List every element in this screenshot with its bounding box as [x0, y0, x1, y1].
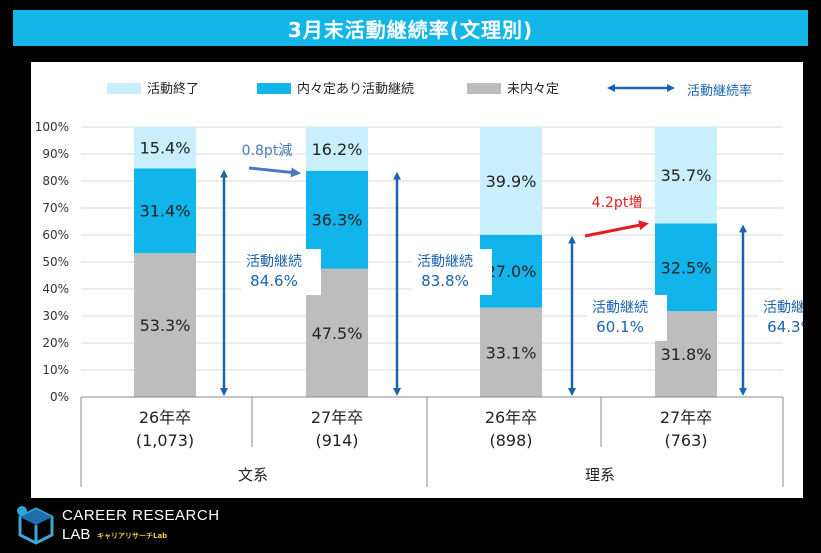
annotation-increase: 4.2pt増 [592, 195, 643, 211]
continuation-label: 活動継続 [592, 299, 648, 316]
y-tick-label: 30% [42, 309, 69, 323]
continuation-label: 活動継続 [763, 299, 803, 316]
annotation-decrease-arrow [248, 166, 301, 178]
continuation-label: 活動継続 [246, 253, 302, 270]
continuation-label-bg [758, 295, 803, 341]
chart-panel: 活動終了 内々定あり活動継続 未内々定 活動継続率 0% 10% 20% 30% 40% 50% 6… [31, 62, 803, 498]
y-tick-label: 0% [50, 390, 69, 404]
bar-segment-ended [655, 127, 717, 224]
continuation-value: 83.8% [421, 272, 469, 290]
legend-swatch-offer [257, 83, 291, 94]
y-tick-label: 40% [42, 282, 69, 296]
legend-label-rate: 活動継続率 [687, 83, 752, 99]
x-category-label: 26年卒 [485, 408, 537, 427]
annotation-increase-arrow [584, 220, 649, 238]
data-label-none: 53.3% [140, 316, 191, 335]
data-label-ended: 16.2% [312, 140, 363, 159]
y-tick-label: 50% [42, 255, 69, 269]
data-label-offer: 32.5% [661, 258, 712, 277]
bar-segment-ended [480, 127, 542, 235]
legend-swatch-none [467, 83, 501, 94]
y-tick-label: 90% [42, 147, 69, 161]
chart-title: 3月末活動継続率(文理別) [13, 10, 808, 46]
continuation-label-bg [587, 295, 667, 341]
logo-text-career-research: CAREER RESEARCH [62, 507, 220, 524]
bar-segment-none [134, 253, 196, 397]
data-label-none: 33.1% [486, 343, 537, 362]
stacked-bar-chart: 活動終了 内々定あり活動継続 未内々定 活動継続率 0% 10% 20% 30% 40% 50% 6… [35, 81, 803, 487]
y-tick-label: 100% [35, 120, 69, 134]
y-tick-label: 80% [42, 174, 69, 188]
data-label-offer: 27.0% [486, 262, 537, 281]
y-tick-label: 20% [42, 336, 69, 350]
continuation-value: 60.1% [596, 318, 644, 336]
data-label-none: 47.5% [312, 324, 363, 343]
bar-segment-ended [306, 127, 368, 171]
x-category-label: 27年卒 [660, 408, 712, 427]
x-category-count: (898) [489, 431, 532, 450]
legend-label-ended: 活動終了 [147, 81, 199, 97]
logo-text-lab: LAB [62, 526, 91, 543]
legend-label-offer: 内々定あり活動継続 [297, 81, 414, 97]
x-group-label: 理系 [585, 466, 615, 484]
x-category-label: 27年卒 [311, 408, 363, 427]
data-label-offer: 36.3% [312, 211, 363, 230]
data-label-ended: 15.4% [140, 139, 191, 158]
x-group-label: 文系 [238, 466, 268, 484]
continuation-value: 84.6% [250, 272, 298, 290]
data-label-none: 31.8% [661, 345, 712, 364]
continuation-label-bg [412, 249, 492, 295]
career-research-lab-logo-icon [17, 506, 54, 545]
y-tick-label: 10% [42, 363, 69, 377]
continuation-value: 64.3% [767, 318, 803, 336]
legend-swatch-ended [107, 83, 141, 94]
x-category-count: (763) [664, 431, 707, 450]
bar-segment-ended [134, 126, 196, 169]
x-category-count: (914) [315, 431, 358, 450]
logo-subtext: キャリアリサーチLab [97, 532, 168, 540]
y-tick-label: 60% [42, 228, 69, 242]
continuation-label-bg [241, 249, 321, 295]
continuation-label: 活動継続 [417, 253, 473, 270]
x-category-label: 26年卒 [139, 408, 191, 427]
x-category-count: (1,073) [136, 431, 194, 450]
legend-label-none: 未内々定 [507, 81, 559, 97]
data-label-offer: 31.4% [140, 202, 191, 221]
y-tick-label: 70% [42, 201, 69, 215]
bar-segment-none [480, 307, 542, 397]
annotation-decrease: 0.8pt減 [242, 142, 293, 159]
bar-segment-offer [134, 168, 196, 254]
data-label-ended: 39.9% [486, 172, 537, 191]
data-label-ended: 35.7% [661, 166, 712, 185]
